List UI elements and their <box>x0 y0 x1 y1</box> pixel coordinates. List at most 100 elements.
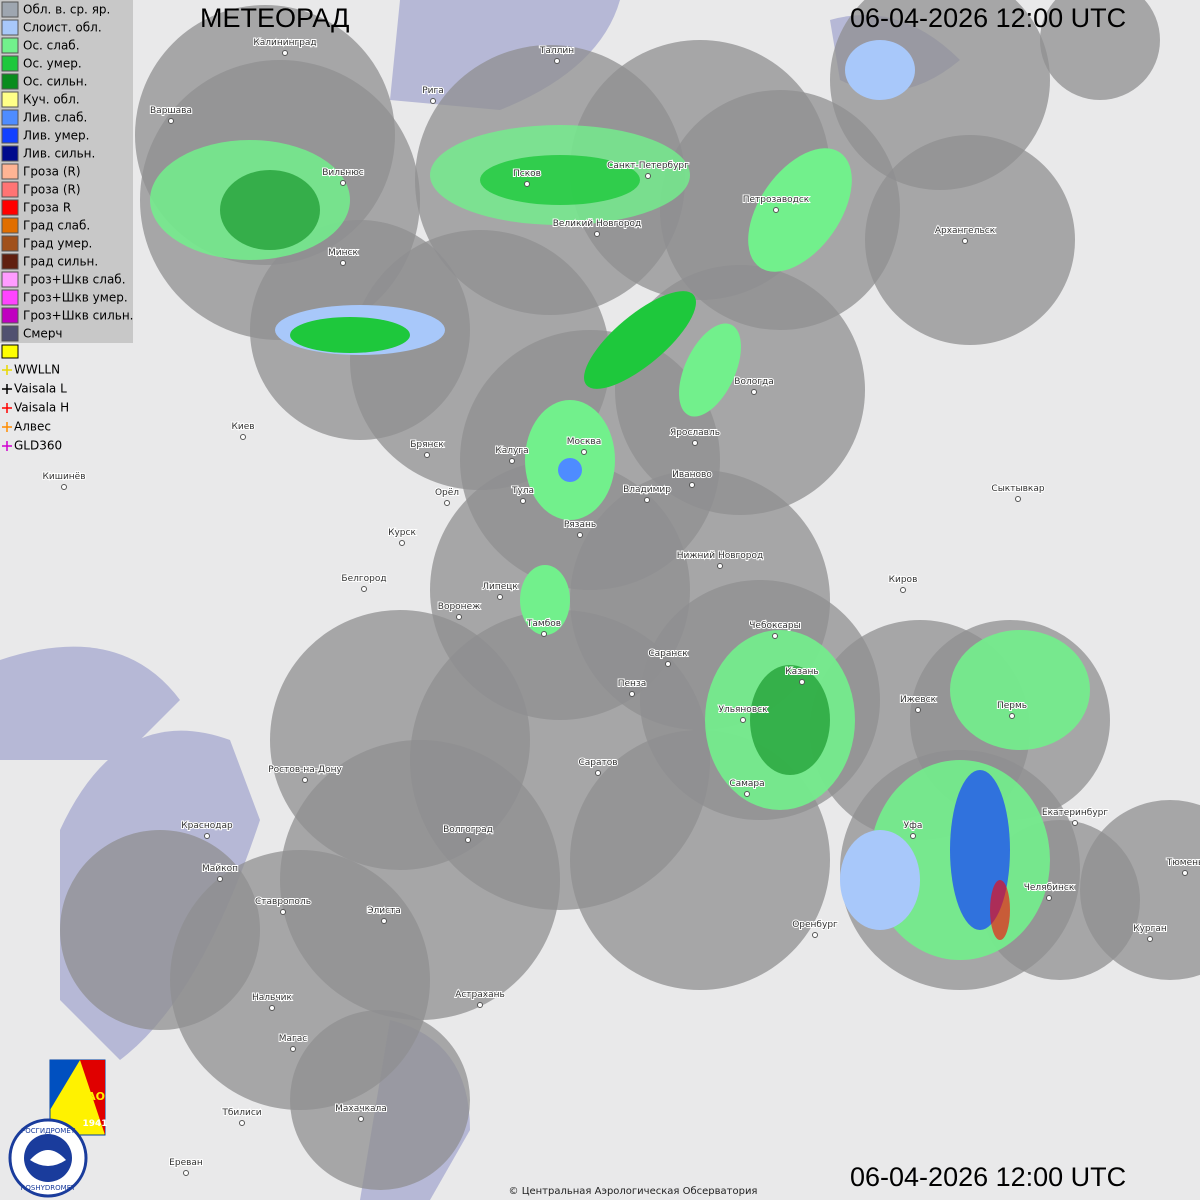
city-label: Киев <box>231 422 254 432</box>
city-dot <box>240 434 246 440</box>
city-label: Екатеринбург <box>1042 808 1108 818</box>
city-dot <box>282 50 288 56</box>
city-dot <box>280 909 286 915</box>
city-dot <box>477 1002 483 1008</box>
city-label: Орёл <box>435 488 459 498</box>
lightning-label: WWLLN <box>14 363 60 377</box>
city-dot <box>520 498 526 504</box>
legend-swatch <box>1 19 19 36</box>
city-label: Пенза <box>618 679 647 689</box>
city-dot <box>692 440 698 446</box>
city-label: Нижний Новгород <box>677 551 763 561</box>
city-dot <box>644 497 650 503</box>
city-dot <box>456 614 462 620</box>
legend-swatch <box>1 235 19 252</box>
lightning-symbol <box>2 384 12 394</box>
city-dot <box>1072 820 1078 826</box>
lightning-label: Алвес <box>14 420 51 434</box>
legend-swatch <box>1 181 19 198</box>
legend-swatch <box>1 163 19 180</box>
city-label: Курган <box>1133 924 1167 934</box>
precipitation <box>150 40 1090 960</box>
city-dot <box>497 594 503 600</box>
legend-swatch <box>1 55 19 72</box>
city-label: Махачкала <box>335 1104 387 1114</box>
city-label: Ярославль <box>670 428 720 438</box>
city-dot <box>665 661 671 667</box>
city-dot <box>773 207 779 213</box>
city-dot <box>541 631 547 637</box>
city-dot <box>1182 870 1188 876</box>
legend-swatch <box>1 37 19 54</box>
city-label: Астрахань <box>455 990 505 1000</box>
city-label: Псков <box>513 169 541 179</box>
city-dot <box>509 458 515 464</box>
city-label: Калининград <box>253 38 316 48</box>
city-label: Минск <box>328 248 358 258</box>
city-dot <box>554 58 560 64</box>
city-label: Саратов <box>578 758 617 768</box>
lightning-symbol <box>2 403 12 413</box>
city-label: Саранск <box>648 649 688 659</box>
legend-label: Град сильн. <box>23 255 98 269</box>
legend-label: Гроза (R) <box>23 183 81 197</box>
legend-swatch <box>1 217 19 234</box>
city-label: Ижевск <box>900 695 937 705</box>
city-dot <box>381 918 387 924</box>
legend-panel <box>0 0 133 343</box>
legend-swatch <box>1 253 19 270</box>
legend-label: Слоист. обл. <box>23 21 102 35</box>
city-label: Белгород <box>341 574 386 584</box>
city-label: Владимир <box>623 485 671 495</box>
legend-swatch <box>1 73 19 90</box>
city-dot <box>290 1046 296 1052</box>
city-label: Великий Новгород <box>553 219 642 229</box>
logo: ЦАО 1941 РОСГИДРОМЕТ ROSHYDROMET <box>8 1059 108 1198</box>
city-dot <box>812 932 818 938</box>
legend-label: Лив. сильн. <box>23 147 95 161</box>
legend-swatch <box>1 145 19 162</box>
city-label: Элиста <box>367 906 401 916</box>
legend-label: Ос. сильн. <box>23 75 87 89</box>
city-dot <box>204 833 210 839</box>
city-label: Москва <box>567 437 601 447</box>
city-label: Архангельск <box>935 226 996 236</box>
city-dot <box>465 837 471 843</box>
city-dot <box>751 389 757 395</box>
city-dot <box>645 173 651 179</box>
city-label: Уфа <box>904 821 923 831</box>
legend-label: Смерч <box>23 327 63 341</box>
city-dot <box>594 231 600 237</box>
logo-agency: РОСГИДРОМЕТ <box>21 1127 76 1135</box>
legend-label: Гроза R <box>23 201 71 215</box>
city-label: Варшава <box>150 106 192 116</box>
city-label: Оренбург <box>792 920 838 930</box>
city-dot <box>744 791 750 797</box>
city-dot <box>915 707 921 713</box>
city-label: Рязань <box>564 520 596 530</box>
city-dot <box>1009 713 1015 719</box>
city-label: Киров <box>889 575 918 585</box>
city-dot <box>358 1116 364 1122</box>
city-label: Брянск <box>410 440 444 450</box>
city-dot <box>1147 936 1153 942</box>
logo-year: 1941 <box>82 1119 107 1129</box>
lightning-symbol <box>2 365 12 375</box>
legend-label: Лив. слаб. <box>23 111 87 125</box>
legend-label: Гроза (R) <box>23 165 81 179</box>
city-label: Тбилиси <box>221 1108 261 1118</box>
city-label: Ставрополь <box>255 897 311 907</box>
legend-label: Ос. умер. <box>23 57 82 71</box>
title: МЕТЕОРАД <box>200 3 349 33</box>
legend-swatch <box>1 289 19 306</box>
city-label: Краснодар <box>181 821 233 831</box>
timestamp: 06-04-2026 12:00 UTC <box>850 1162 1126 1192</box>
city-dot <box>424 452 430 458</box>
city-label: Майкоп <box>202 864 238 874</box>
city-label: Ростов-на-Дону <box>268 765 342 775</box>
legend-swatch <box>1 325 19 342</box>
city-dot <box>430 98 436 104</box>
